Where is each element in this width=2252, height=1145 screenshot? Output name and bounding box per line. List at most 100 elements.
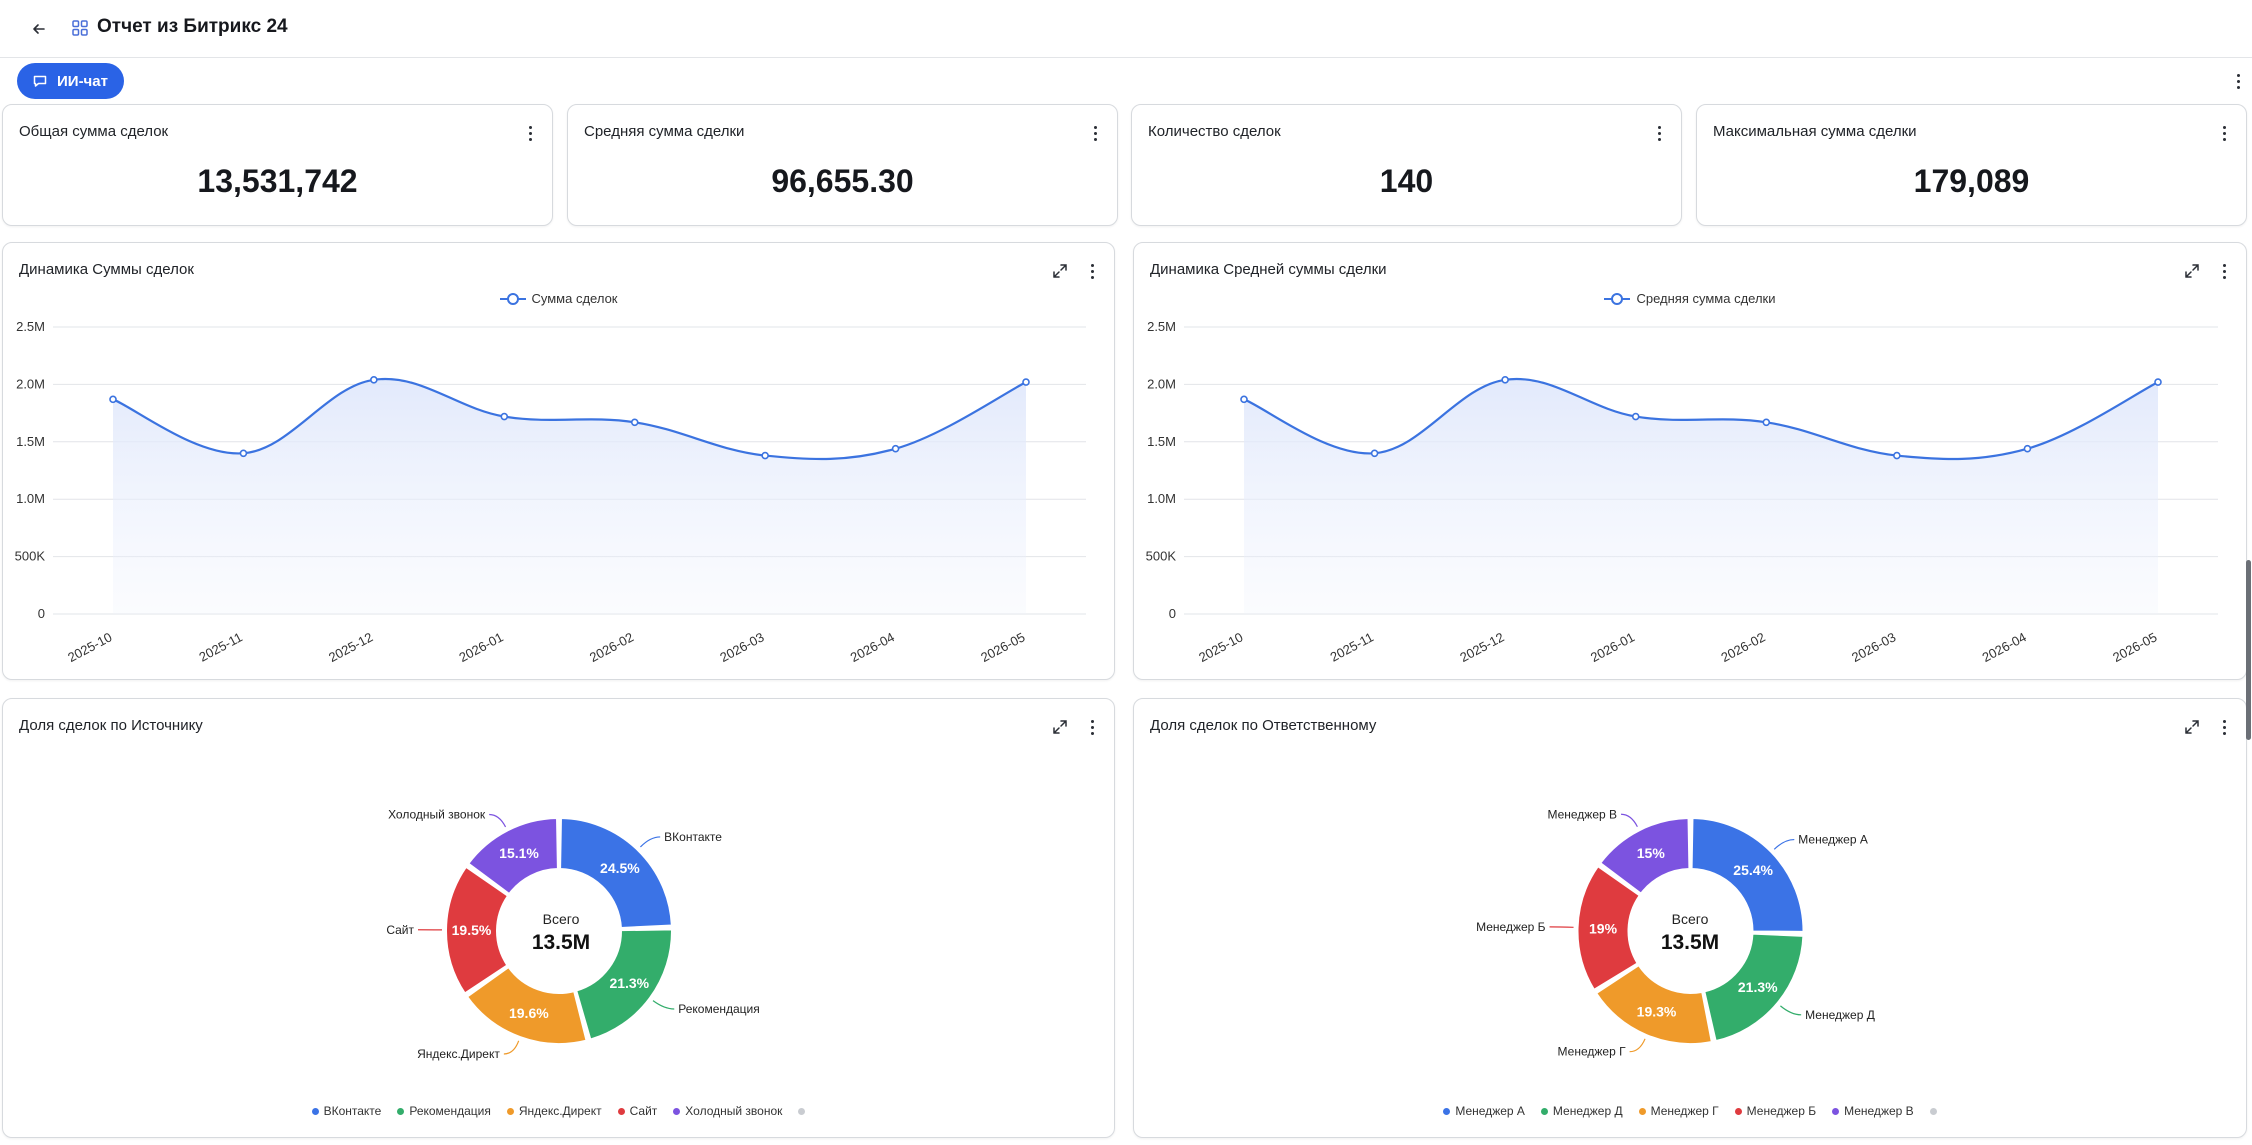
legend-dot: [1443, 1107, 1451, 1115]
card-menu-icon[interactable]: [1085, 123, 1105, 143]
expand-icon[interactable]: [2182, 717, 2202, 737]
kpi-card-max-sum: Максимальная сумма сделки 179,089: [1696, 104, 2247, 226]
y-tick-label: 1.5M: [16, 434, 45, 449]
arrow-left-icon: [33, 24, 45, 34]
y-tick-label: 0: [1169, 606, 1176, 621]
data-point: [109, 395, 117, 404]
top-bar: Отчет из Битрикс 24: [0, 0, 2252, 58]
slice-category-label: Сайт: [386, 923, 414, 937]
legend-label: Менеджер Б: [1746, 1104, 1817, 1118]
ai-chat-button[interactable]: ИИ-чат: [17, 63, 124, 99]
slice-percent-label: 19.5%: [452, 922, 492, 938]
leader-line: [1773, 838, 1795, 850]
y-tick-label: 500K: [15, 549, 46, 564]
legend-label: Менеджер А: [1455, 1104, 1525, 1118]
legend-item[interactable]: Менеджер Д: [1540, 1104, 1623, 1118]
expand-icon[interactable]: [1050, 261, 1070, 281]
card-menu-icon[interactable]: [1082, 717, 1102, 737]
y-tick-label: 2.0M: [1147, 376, 1176, 391]
legend-dot: [1734, 1107, 1742, 1115]
slice-category-label: Менеджер Г: [1558, 1045, 1627, 1059]
x-tick-label: 2026-02: [1719, 629, 1768, 665]
card-menu-icon[interactable]: [520, 123, 540, 143]
kpi-card-average-sum: Средняя сумма сделки 96,655.30: [567, 104, 1118, 226]
x-tick-label: 2026-04: [848, 629, 897, 665]
slice-percent-label: 15%: [1637, 845, 1666, 861]
donut-center: Всего 13.5M: [481, 911, 641, 955]
x-tick-label: 2025-11: [1328, 629, 1376, 664]
legend-label: Менеджер В: [1844, 1104, 1914, 1118]
legend-item[interactable]: Менеджер А: [1443, 1104, 1525, 1118]
legend-item[interactable]: Менеджер Б: [1734, 1104, 1817, 1118]
y-tick-label: 2.5M: [16, 319, 45, 334]
leader-line: [503, 1040, 520, 1055]
card-menu-icon[interactable]: [2214, 123, 2234, 143]
legend-item[interactable]: Яндекс.Директ: [506, 1104, 602, 1118]
dashboard-menu-icon[interactable]: [2228, 71, 2248, 91]
y-tick-label: 500K: [1146, 549, 1177, 564]
x-tick-label: 2026-05: [2110, 629, 2159, 665]
donut-slice: [1595, 964, 1713, 1045]
chart-legend[interactable]: Сумма сделок: [3, 291, 1114, 306]
expand-icon[interactable]: [1050, 717, 1070, 737]
legend-more-dot[interactable]: [798, 1104, 806, 1118]
leader-line: [652, 1000, 675, 1010]
y-tick-label: 1.0M: [1147, 491, 1176, 506]
y-tick-label: 1.0M: [16, 491, 45, 506]
legend-item[interactable]: Рекомендация: [397, 1104, 491, 1118]
legend-item[interactable]: Сайт: [617, 1104, 658, 1118]
source-donut-chart: 24.5% ВКонтакте 21.3% Рекомендация 19.6% Янде…: [386, 807, 759, 1061]
x-tick-label: 2026-04: [1980, 629, 2029, 665]
card-menu-icon[interactable]: [2214, 717, 2234, 737]
x-tick-label: 2026-02: [587, 629, 636, 665]
leader-line: [639, 836, 661, 848]
donut-center: Всего 13.5M: [1610, 911, 1770, 955]
card-menu-icon[interactable]: [1649, 123, 1669, 143]
back-button[interactable]: [24, 14, 54, 44]
chat-bubble-icon: [33, 75, 47, 87]
legend-marker-icon: [499, 292, 526, 305]
kpi-title: Максимальная сумма сделки: [1713, 123, 1917, 140]
page-scrollbar[interactable]: [2246, 560, 2251, 740]
toolbar: ИИ-чат: [0, 59, 2252, 103]
kpi-value: 13,531,742: [197, 163, 358, 199]
donut-slice: [1576, 865, 1641, 991]
slice-percent-label: 21.3%: [609, 975, 649, 991]
slice-percent-label: 19%: [1589, 920, 1618, 936]
legend-label: Сайт: [629, 1104, 658, 1118]
legend-more-dot[interactable]: [1929, 1104, 1937, 1118]
legend-item[interactable]: Менеджер Г: [1638, 1104, 1719, 1118]
legend-item[interactable]: ВКонтакте: [311, 1104, 381, 1118]
x-tick-label: 2026-01: [457, 629, 506, 665]
kpi-value: 179,089: [1913, 163, 2030, 199]
donut-slice: [445, 865, 509, 995]
slice-category-label: Менеджер Б: [1476, 920, 1546, 934]
data-point: [1370, 449, 1379, 458]
pie-legend: Менеджер А Менеджер Д Менеджер Г Менеджер Б…: [1134, 1104, 2246, 1118]
legend-dot: [1929, 1107, 1937, 1115]
legend-label: Менеджер Д: [1552, 1104, 1623, 1118]
expand-icon[interactable]: [2182, 261, 2202, 281]
data-point: [891, 444, 900, 453]
donut-total-label: Всего: [542, 911, 580, 927]
slice-percent-label: 19.3%: [1637, 1004, 1677, 1020]
card-menu-icon[interactable]: [1082, 261, 1102, 281]
data-point: [370, 376, 378, 384]
chart-legend[interactable]: Средняя сумма сделки: [1134, 291, 2246, 306]
legend-dot: [1638, 1107, 1646, 1115]
y-tick-label: 2.5M: [1147, 319, 1176, 334]
card-menu-icon[interactable]: [2214, 261, 2234, 281]
slice-percent-label: 21.3%: [1738, 979, 1778, 995]
donut-total-value: 13.5M: [531, 931, 591, 954]
page-title: Отчет из Битрикс 24: [97, 16, 288, 37]
donut-total-label: Всего: [1671, 911, 1709, 927]
legend-label: Средняя сумма сделки: [1636, 291, 1776, 306]
pie-legend: ВКонтакте Рекомендация Яндекс.Директ Сайт Хо…: [3, 1104, 1114, 1118]
data-point: [239, 449, 248, 458]
x-tick-label: 2026-05: [978, 629, 1027, 665]
kpi-title: Средняя сумма сделки: [584, 123, 745, 140]
legend-label: Менеджер Г: [1650, 1104, 1719, 1118]
slice-percent-label: 15.1%: [499, 845, 539, 861]
legend-item[interactable]: Менеджер В: [1832, 1104, 1914, 1118]
legend-item[interactable]: Холодный звонок: [673, 1104, 782, 1118]
